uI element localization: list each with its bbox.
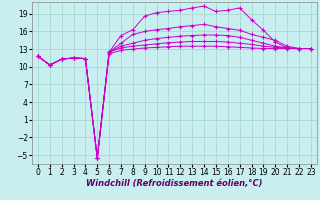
X-axis label: Windchill (Refroidissement éolien,°C): Windchill (Refroidissement éolien,°C) <box>86 179 263 188</box>
